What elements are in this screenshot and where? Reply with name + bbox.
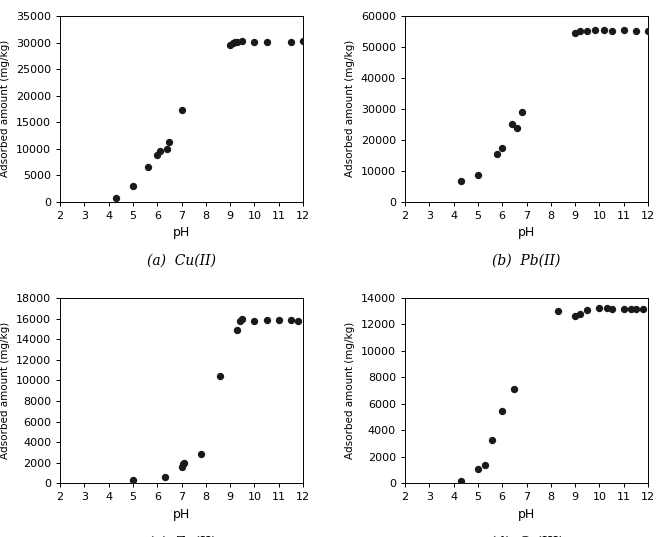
Point <box>574 309 585 318</box>
Point <box>111 193 122 202</box>
Point <box>480 460 490 469</box>
Point <box>176 106 187 115</box>
Point <box>142 163 153 171</box>
Point <box>509 384 520 393</box>
Text: (d)  Cr(III): (d) Cr(III) <box>490 535 563 537</box>
Point <box>128 182 138 190</box>
Point <box>497 407 508 416</box>
Point <box>164 137 175 146</box>
Text: (a)  Cu(II): (a) Cu(II) <box>147 253 216 267</box>
Point <box>230 37 240 46</box>
Point <box>178 459 189 467</box>
Point <box>159 473 170 481</box>
Point <box>232 38 242 46</box>
Point <box>619 26 629 34</box>
Point <box>237 314 248 323</box>
Point <box>631 304 641 313</box>
Point <box>631 26 641 35</box>
Point <box>298 37 309 45</box>
Point <box>506 119 517 128</box>
Point <box>552 307 563 315</box>
Point <box>606 304 617 313</box>
Point <box>178 460 188 468</box>
Point <box>574 27 585 35</box>
Point <box>273 315 284 324</box>
Point <box>512 124 522 132</box>
Point <box>582 26 593 35</box>
Point <box>601 303 612 312</box>
Point <box>626 304 637 313</box>
Point <box>497 144 508 153</box>
Point <box>234 316 245 325</box>
X-axis label: pH: pH <box>173 226 190 239</box>
Point <box>619 304 629 313</box>
Y-axis label: Adsorbed amount (mg/kg): Adsorbed amount (mg/kg) <box>1 40 11 177</box>
Point <box>152 150 162 159</box>
Y-axis label: Adsorbed amount (mg/kg): Adsorbed amount (mg/kg) <box>1 322 11 459</box>
Point <box>570 29 580 38</box>
Point <box>570 311 580 320</box>
Text: (c)  Zn(II): (c) Zn(II) <box>148 535 215 537</box>
Point <box>606 26 617 35</box>
Point <box>492 149 503 158</box>
Point <box>472 171 483 179</box>
Point <box>237 37 248 45</box>
Point <box>643 26 653 35</box>
Y-axis label: Adsorbed amount (mg/kg): Adsorbed amount (mg/kg) <box>345 322 355 459</box>
Point <box>456 177 466 186</box>
Point <box>594 303 605 312</box>
Point <box>472 465 483 474</box>
X-axis label: pH: pH <box>518 226 535 239</box>
Point <box>232 325 242 334</box>
Point <box>227 38 238 47</box>
Point <box>589 26 600 34</box>
Point <box>225 41 236 49</box>
Point <box>599 26 610 34</box>
Point <box>638 304 649 313</box>
Point <box>285 315 296 324</box>
Y-axis label: Adsorbed amount (mg/kg): Adsorbed amount (mg/kg) <box>345 40 355 177</box>
Point <box>261 315 272 324</box>
Point <box>516 107 527 116</box>
Point <box>582 306 593 314</box>
Text: (b)  Pb(II): (b) Pb(II) <box>492 253 560 267</box>
Point <box>249 37 260 46</box>
Point <box>293 316 303 325</box>
Point <box>285 37 296 46</box>
Point <box>261 37 272 46</box>
Point <box>196 450 206 459</box>
Point <box>154 147 165 156</box>
X-axis label: pH: pH <box>173 508 190 521</box>
Point <box>176 462 187 471</box>
X-axis label: pH: pH <box>518 508 535 521</box>
Point <box>162 144 172 153</box>
Point <box>456 477 466 485</box>
Point <box>487 436 498 445</box>
Point <box>128 475 138 484</box>
Point <box>215 372 226 381</box>
Point <box>249 316 260 325</box>
